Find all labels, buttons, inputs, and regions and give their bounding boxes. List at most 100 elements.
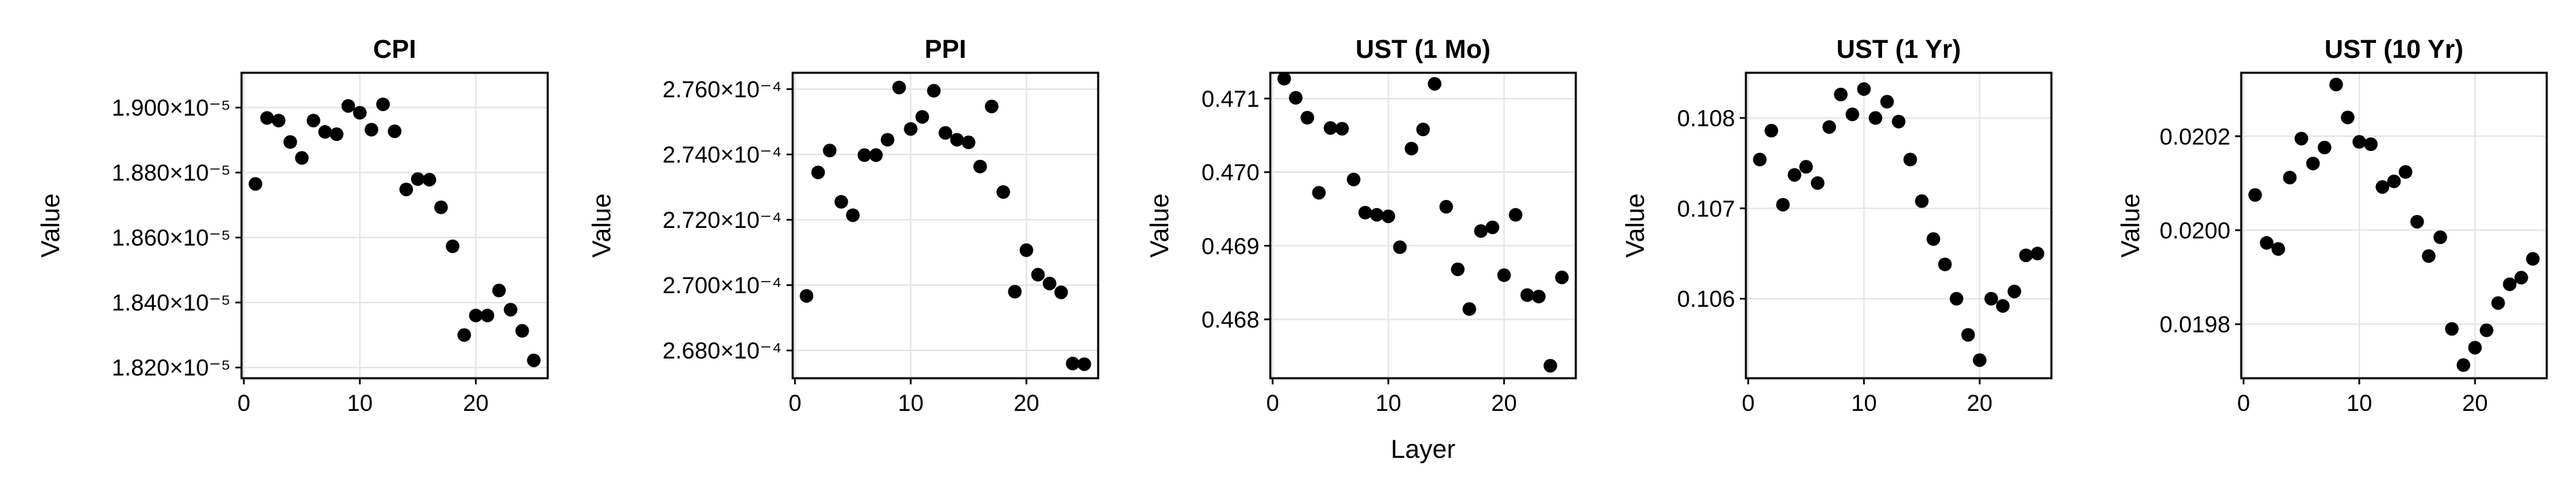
data-point [423, 173, 437, 187]
y-axis-label: Value [2117, 193, 2145, 257]
data-point [457, 328, 472, 342]
data-point [915, 110, 929, 124]
y-tick-label: 2.720×10⁻⁴ [663, 207, 782, 233]
data-point [341, 99, 355, 113]
data-point [1439, 199, 1453, 214]
y-axis-label: Value [37, 193, 65, 257]
data-point [248, 177, 263, 191]
data-point [1799, 160, 1813, 174]
y-tick-label: 0.470 [1202, 160, 1259, 186]
data-point [904, 122, 918, 136]
data-point [446, 239, 460, 254]
data-point [880, 133, 895, 147]
x-tick-label: 0 [1266, 390, 1279, 416]
data-point [1984, 292, 1998, 306]
data-point [1903, 152, 1917, 167]
data-point [515, 324, 529, 338]
data-point [1892, 114, 1906, 129]
data-point [295, 151, 309, 165]
data-point [996, 185, 1010, 199]
y-axis-label: Value [588, 193, 616, 257]
y-axis-label: Value [1146, 193, 1174, 257]
y-tick-label: 0.469 [1202, 233, 1259, 259]
data-point [503, 303, 518, 317]
data-point [1961, 328, 1975, 342]
data-point [1972, 353, 1987, 367]
data-point [2248, 188, 2262, 202]
data-point [1393, 240, 1407, 254]
data-point [2468, 341, 2482, 355]
data-point [973, 159, 987, 173]
x-tick-label: 0 [2237, 390, 2250, 416]
data-point [434, 200, 448, 214]
y-tick-label: 2.760×10⁻⁴ [663, 77, 782, 103]
data-point [1926, 232, 1941, 246]
data-point [1857, 82, 1871, 96]
data-point [2306, 156, 2320, 171]
y-axis-label: Value [1621, 193, 1650, 257]
data-point [1776, 197, 1790, 212]
data-point [1358, 205, 1372, 220]
data-point [1289, 90, 1303, 105]
data-point [2445, 322, 2459, 336]
data-point [2329, 78, 2343, 92]
data-point [1323, 121, 1338, 135]
data-point [411, 172, 425, 186]
data-point [2410, 214, 2424, 229]
chart-title: PPI [925, 35, 966, 64]
x-tick-label: 20 [1014, 390, 1040, 416]
data-point [1347, 172, 1361, 186]
data-point [2491, 296, 2505, 310]
x-axis-label: Layer [1391, 435, 1455, 464]
data-point [1764, 124, 1779, 138]
x-tick-label: 20 [2462, 390, 2488, 416]
data-point [811, 165, 825, 180]
data-point [1508, 207, 1523, 222]
x-tick-label: 20 [463, 390, 489, 416]
data-point [2514, 271, 2528, 285]
panel-1: 0 10 20 1.820×10⁻⁵ 1.840×10⁻⁵ 1.860×10⁻⁵ 1.880… [37, 35, 549, 416]
plot-frame [791, 71, 1100, 380]
x-tick-label: 20 [1491, 390, 1517, 416]
plot-frame [240, 71, 549, 380]
data-point [1312, 186, 1326, 200]
data-point [1462, 302, 1476, 316]
data-point [1497, 268, 1511, 282]
data-point [2260, 236, 2274, 250]
data-point [927, 84, 941, 98]
data-point [1543, 359, 1557, 373]
data-point [1555, 270, 1569, 284]
plot-frame [1269, 71, 1577, 380]
data-point [1753, 152, 1767, 167]
y-tick-label: 0.0200 [2160, 218, 2230, 244]
data-point [1077, 357, 1091, 371]
data-point [376, 97, 390, 112]
data-point [527, 353, 541, 367]
panel-5: 0 10 20 0.0198 0.0200 0.0202 UST (10 Yr) Value [2117, 35, 2548, 416]
x-tick-label: 10 [1376, 390, 1402, 416]
y-tick-label: 1.840×10⁻⁵ [112, 290, 231, 316]
data-point [1845, 107, 1860, 122]
data-point [1915, 194, 1929, 208]
data-point [1042, 276, 1057, 290]
x-tick-label: 10 [1851, 390, 1877, 416]
data-point [306, 114, 320, 128]
data-point [283, 135, 297, 149]
x-tick-label: 10 [2347, 390, 2373, 416]
data-point [2479, 323, 2494, 337]
data-point [1474, 224, 1488, 238]
data-point [1811, 176, 1825, 190]
data-point [271, 114, 286, 128]
y-tick-label: 0.471 [1202, 86, 1259, 112]
data-point [2398, 165, 2413, 179]
data-point [1066, 356, 1080, 371]
y-tick-label: 1.900×10⁻⁵ [112, 95, 231, 121]
data-point [2283, 171, 2297, 185]
data-point [1031, 267, 1045, 282]
data-point [2375, 180, 2390, 194]
y-tick-label: 2.700×10⁻⁴ [663, 273, 782, 299]
y-tick-label: 1.860×10⁻⁵ [112, 225, 231, 251]
data-point [1335, 122, 1349, 136]
data-point [1996, 299, 2010, 313]
data-point [480, 308, 495, 322]
